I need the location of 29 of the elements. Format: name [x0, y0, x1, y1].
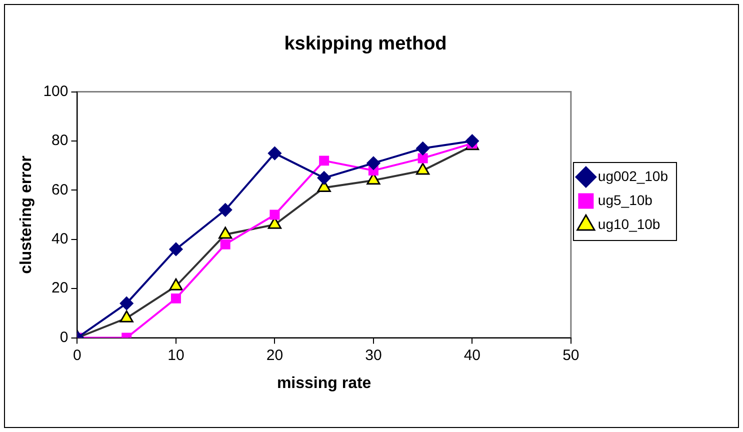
point — [465, 134, 479, 148]
x-axis-title: missing rate — [276, 374, 372, 392]
y-axis-title: clustering error — [18, 156, 36, 274]
legend-label: ug5_10b — [598, 192, 653, 208]
point — [218, 203, 232, 217]
y-tick-label: 40 — [52, 230, 68, 248]
chart-title: kskipping method — [284, 34, 447, 55]
x-tick-label: 20 — [266, 346, 284, 364]
x-tick-label: 40 — [464, 346, 481, 364]
x-tick-label: 10 — [168, 346, 184, 364]
y-tick-label: 80 — [52, 132, 68, 150]
x-tick-label: 0 — [73, 346, 82, 364]
point — [418, 153, 428, 164]
x-tick-label: 30 — [365, 346, 382, 364]
point — [169, 242, 183, 256]
legend-label: ug002_10b — [598, 168, 668, 184]
point — [220, 239, 230, 250]
y-tick-label: 0 — [60, 328, 68, 346]
y-tick-label: 20 — [52, 280, 68, 297]
point — [416, 142, 430, 156]
y-tick-label: 100 — [43, 82, 68, 100]
point — [319, 156, 330, 166]
legend-label: ug10_10b — [598, 216, 660, 232]
point — [317, 171, 331, 185]
point — [270, 210, 280, 220]
x-tick-label: 50 — [562, 346, 580, 364]
y-tick-label: 60 — [52, 181, 68, 198]
point — [268, 146, 282, 160]
point — [366, 156, 380, 170]
